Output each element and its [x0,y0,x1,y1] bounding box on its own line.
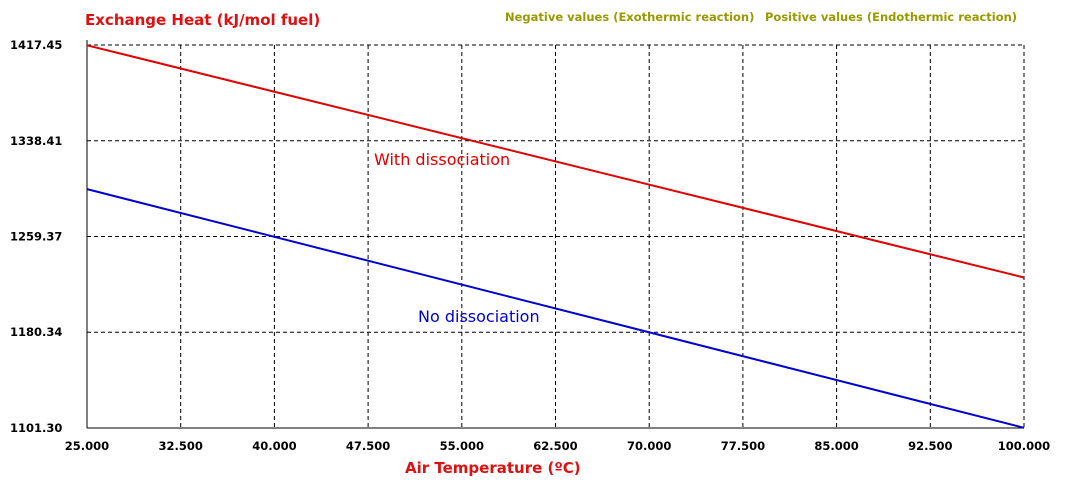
y-tick-label: 1180.34 [10,325,62,339]
axes [86,40,1024,429]
series-label-no-dissociation: No dissociation [418,307,540,326]
series [86,44,1025,429]
x-tick-label: 47.500 [346,439,390,453]
y-tick-label: 1417.45 [10,38,62,52]
series-line-with-dissociation [86,44,1025,279]
grid [87,44,1025,428]
x-tick-label: 32.500 [159,439,203,453]
x-tick-label: 100.000 [998,439,1050,453]
tick-labels: 25.000 32.500 40.000 47.500 55.000 62.500 70.0… [10,38,1050,453]
series-line-no-dissociation [86,188,1025,429]
y-tick-label: 1101.30 [10,421,62,435]
x-tick-label: 92.500 [908,439,952,453]
y-tick-label: 1259.37 [10,230,62,244]
x-axis-label: Air Temperature (ºC) [405,459,581,477]
x-tick-label: 25.000 [65,439,109,453]
y-tick-label: 1338.41 [10,134,62,148]
legend-note-exothermic: Negative values (Exothermic reaction) [505,10,754,24]
x-tick-label: 77.500 [721,439,765,453]
x-tick-label: 55.000 [440,439,484,453]
x-tick-label: 85.000 [814,439,858,453]
chart-title: Exchange Heat (kJ/mol fuel) [85,11,320,29]
x-tick-label: 40.000 [252,439,296,453]
legend-note-endothermic: Positive values (Endothermic reaction) [765,10,1017,24]
x-tick-label: 62.500 [533,439,577,453]
series-label-with-dissociation: With dissociation [374,150,510,169]
x-tick-label: 70.000 [627,439,671,453]
